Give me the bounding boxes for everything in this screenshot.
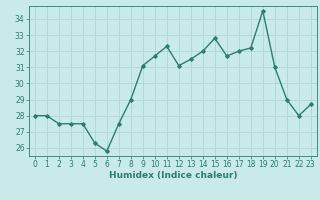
X-axis label: Humidex (Indice chaleur): Humidex (Indice chaleur) — [108, 171, 237, 180]
